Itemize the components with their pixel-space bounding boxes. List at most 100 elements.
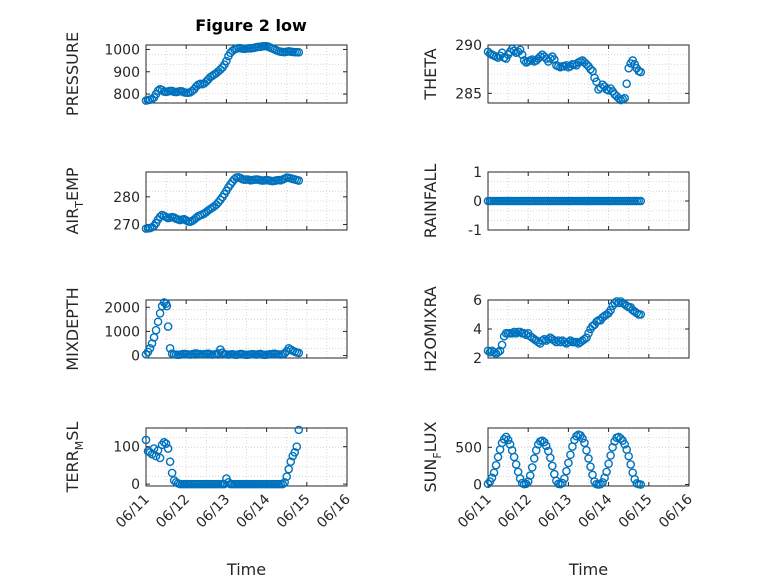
data-point	[503, 435, 513, 445]
data-point	[278, 479, 287, 489]
data-point	[294, 348, 304, 358]
y-axis-label: MIXDEPTH	[63, 287, 82, 370]
y-tick-label: 270	[113, 217, 140, 233]
data-point	[624, 63, 634, 73]
data-point	[151, 451, 161, 461]
subplot-theta: 285 290 THETA	[421, 38, 690, 105]
data-point	[572, 337, 581, 347]
data-point	[495, 346, 505, 356]
data-point	[141, 435, 151, 445]
data-point	[282, 472, 292, 481]
y-tick-label: 2	[473, 351, 482, 367]
series-markers	[483, 44, 646, 105]
data-point	[564, 337, 573, 347]
data-point	[167, 468, 177, 478]
data-point	[636, 196, 646, 206]
figure-title: Figure 2 low	[195, 16, 307, 35]
x-axis-label: Time	[568, 560, 608, 579]
series-markers	[141, 41, 304, 105]
y-tick-label: 280	[113, 190, 140, 206]
data-point	[610, 298, 619, 308]
data-point	[604, 459, 613, 468]
subplot-pressure: 800 900 1000 PRESSURE	[63, 32, 348, 116]
data-point	[566, 61, 575, 71]
data-point	[163, 444, 173, 453]
data-point	[636, 310, 646, 319]
data-point	[556, 337, 565, 347]
y-tick-label: 2000	[104, 300, 140, 316]
y-axis-label: AIRTEMP	[63, 167, 86, 234]
subplot-h2omixra: 2 4 6 H2OMIXRA	[421, 286, 690, 372]
data-point	[598, 477, 607, 487]
subplot-air-temp: 270 280 AIRTEMP	[63, 167, 348, 235]
data-point	[564, 458, 573, 468]
data-point	[620, 440, 629, 449]
y-tick-label: 500	[455, 440, 482, 456]
data-point	[145, 344, 155, 353]
y-axis-label: RAINFALL	[421, 164, 440, 239]
data-point	[509, 327, 519, 337]
series-markers	[141, 172, 304, 233]
data-point	[614, 93, 623, 103]
data-point	[521, 479, 531, 489]
data-point	[612, 297, 621, 306]
y-tick-label: 0	[131, 349, 140, 365]
y-tick-label: 1000	[104, 42, 140, 58]
data-point	[552, 337, 561, 347]
data-point	[294, 425, 304, 435]
data-point	[578, 434, 587, 443]
series-markers	[141, 425, 304, 489]
series-markers	[483, 297, 646, 358]
data-point	[582, 333, 591, 343]
data-point	[509, 452, 519, 462]
axes-box	[145, 427, 348, 487]
data-point	[153, 317, 163, 327]
data-point	[550, 336, 559, 345]
y-axis-label: TERRMSL	[63, 422, 86, 494]
data-point	[604, 86, 613, 95]
data-point	[159, 437, 169, 447]
data-point	[527, 55, 537, 64]
data-point	[546, 453, 555, 463]
data-point	[566, 450, 575, 460]
data-point	[290, 448, 300, 457]
data-point	[149, 444, 159, 453]
data-point	[165, 457, 175, 466]
data-point	[620, 93, 629, 103]
data-point	[157, 85, 167, 95]
data-point	[220, 479, 229, 489]
data-point	[493, 347, 503, 357]
data-point	[562, 466, 571, 476]
data-point	[222, 56, 231, 66]
y-axis-label: H2OMIXRA	[421, 286, 440, 372]
data-point	[489, 347, 499, 357]
y-tick-label: 0	[131, 477, 140, 493]
data-point	[614, 298, 623, 308]
data-point	[586, 64, 595, 74]
data-point	[626, 460, 636, 469]
data-point	[546, 54, 555, 63]
data-point	[493, 452, 503, 462]
y-tick-label: 0	[473, 194, 482, 210]
data-point	[165, 344, 175, 353]
data-point	[280, 477, 289, 487]
data-point	[566, 336, 575, 345]
data-point	[292, 442, 302, 452]
data-point	[286, 457, 296, 466]
y-axis-label: THETA	[421, 48, 440, 100]
data-point	[489, 468, 499, 477]
y-tick-label: 4	[473, 322, 482, 338]
data-point	[562, 61, 571, 70]
data-point	[497, 340, 507, 350]
data-point	[511, 460, 521, 469]
data-point	[560, 337, 569, 347]
y-tick-label: 1	[473, 165, 482, 181]
data-point	[580, 438, 589, 448]
y-tick-label: 900	[113, 65, 140, 81]
grid-lines	[145, 428, 348, 486]
series-markers	[483, 196, 646, 206]
data-point	[636, 67, 646, 77]
data-point	[515, 45, 525, 55]
